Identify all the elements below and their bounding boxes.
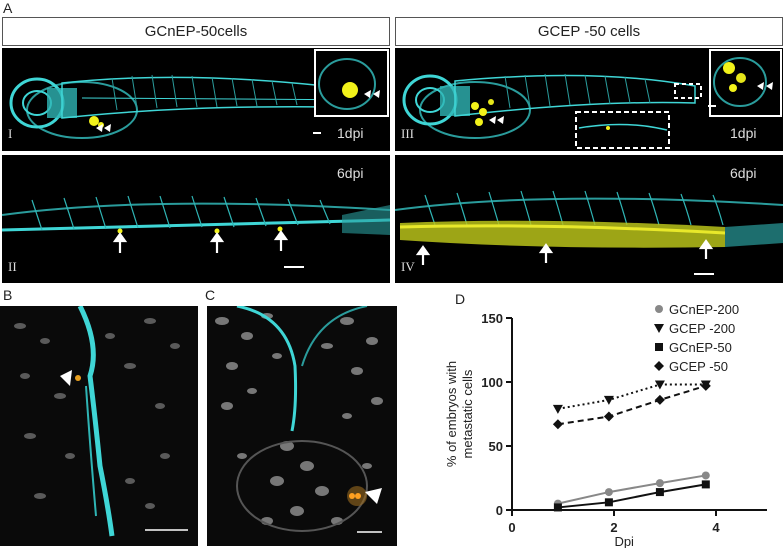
micrograph-1dpi-gcnep: I 1dpi <box>2 48 390 151</box>
timepoint-label-i: 1dpi <box>337 125 364 141</box>
panel-letter-d: D <box>455 291 466 307</box>
x-tick-label: 2 <box>610 520 617 535</box>
data-point <box>603 411 614 422</box>
image-numeral-iv: IV <box>401 259 415 274</box>
legend-label: GCEP -200 <box>669 321 735 336</box>
y-tick-label: 100 <box>481 375 503 390</box>
data-point <box>603 395 614 405</box>
legend-marker <box>654 361 664 371</box>
data-point <box>552 419 563 430</box>
series-2 <box>553 480 710 512</box>
series-line <box>557 384 707 426</box>
data-point <box>700 380 711 391</box>
series-line <box>557 474 706 505</box>
panel-letter-c: C <box>205 287 216 303</box>
x-tick-label: 4 <box>712 520 720 535</box>
data-point <box>604 498 613 507</box>
legend-label: GCnEP-200 <box>669 302 739 317</box>
legend-label: GCnEP-50 <box>669 340 732 355</box>
chart-series <box>552 380 711 512</box>
chart-legend: GCnEP-200 GCEP -200 GCnEP-50 GCEP -50 <box>654 302 739 374</box>
series-line <box>557 483 706 509</box>
data-point <box>701 480 710 489</box>
panel-letter-b: B <box>3 287 13 303</box>
timepoint-label-iv: 6dpi <box>730 165 757 181</box>
image-numeral-i: I <box>8 126 13 141</box>
image-numeral-iii: III <box>401 126 414 141</box>
data-point <box>654 380 665 390</box>
y-tick-label: 50 <box>489 439 503 454</box>
series-line <box>557 383 706 410</box>
y-axis-label-line-1: % of embryos with <box>444 361 459 467</box>
timepoint-label-ii: 6dpi <box>337 165 364 181</box>
image-numeral-ii: II <box>8 259 17 274</box>
data-point <box>701 471 710 480</box>
data-point <box>655 488 664 497</box>
x-axis-label: Dpi <box>614 534 634 548</box>
data-point <box>552 404 563 414</box>
micrograph-6dpi-gcep: IV 6dpi <box>395 155 783 283</box>
data-point <box>654 394 665 405</box>
series-0 <box>553 471 710 508</box>
data-point <box>604 488 613 497</box>
data-point <box>655 479 664 488</box>
micrograph-6dpi-gcnep: II 6dpi <box>2 155 390 283</box>
legend-marker <box>655 343 663 351</box>
legend-label: GCEP -50 <box>669 359 728 374</box>
header-gcep-50: GCEP -50 cells <box>395 17 783 46</box>
micrograph-panel-b <box>0 306 198 546</box>
x-tick-label: 0 <box>508 520 515 535</box>
legend-marker <box>655 305 663 313</box>
series-3 <box>552 380 711 430</box>
micrograph-1dpi-gcep: III 1dpi <box>395 48 783 151</box>
header-gcnep-50: GCnEP-50cells <box>2 17 390 46</box>
panel-letter-a: A <box>3 0 13 16</box>
y-tick-label: 150 <box>481 311 503 326</box>
micrograph-panel-c <box>207 306 397 546</box>
timepoint-label-iii: 1dpi <box>730 125 757 141</box>
data-point <box>553 503 562 512</box>
y-tick-label: 0 <box>496 503 503 518</box>
legend-marker <box>654 324 664 333</box>
y-axis-label-line-2: metastatic cells <box>460 369 475 458</box>
